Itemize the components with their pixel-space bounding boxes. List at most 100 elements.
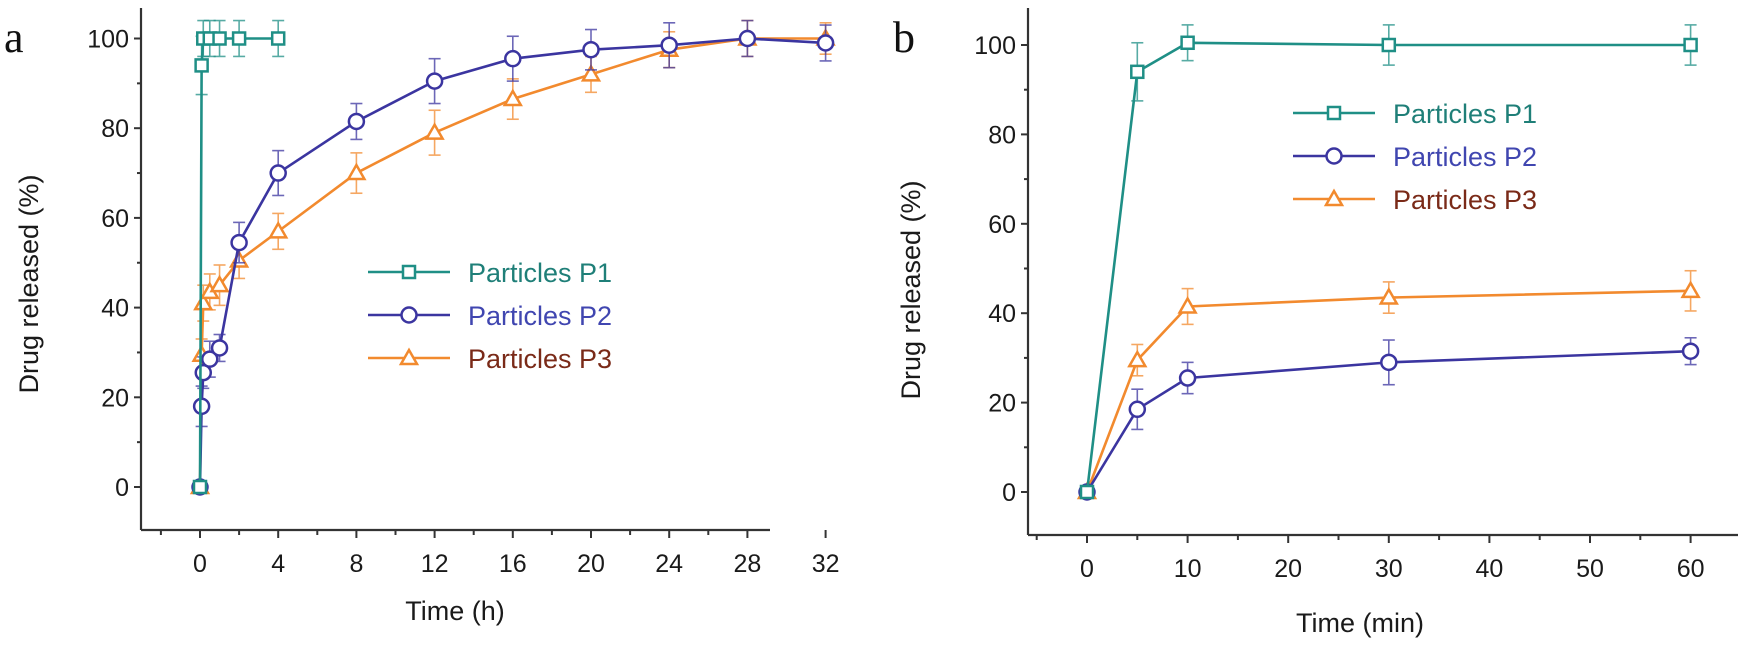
x-tick-label: 16 — [499, 550, 527, 578]
data-point — [425, 72, 444, 90]
x-tick-label: 40 — [1475, 555, 1503, 583]
x-tick-label: 0 — [1080, 555, 1094, 583]
data-point — [582, 40, 600, 59]
x-tick-label: 30 — [1375, 555, 1403, 583]
data-point — [424, 122, 445, 140]
series-particles-p3 — [1076, 269, 1701, 500]
data-point — [1079, 484, 1095, 500]
x-tick-label: 60 — [1677, 555, 1705, 583]
legend-marker — [400, 306, 418, 324]
data-point — [1683, 37, 1698, 53]
data-point — [1681, 342, 1700, 360]
y-tick-label: 60 — [988, 211, 1016, 239]
x-tick-label: 8 — [349, 550, 363, 578]
legend-label: Particles P3 — [468, 344, 612, 374]
data-point — [270, 31, 286, 46]
data-point — [230, 233, 248, 252]
series-line — [1085, 289, 1691, 493]
series-particles-p2 — [1078, 336, 1700, 501]
series-particles-p1 — [1079, 24, 1698, 500]
data-point — [580, 63, 602, 82]
chart-panel-a: a 0 20 40 60 80 100 0 4 8 12 16 20 24 28 32 Time (h) Drug… — [4, 8, 840, 626]
data-point — [1130, 64, 1145, 80]
x-tick-label: 20 — [577, 550, 605, 578]
y-axis-title: Drug released (%) — [896, 180, 926, 399]
data-point — [1177, 295, 1198, 314]
data-point — [1380, 353, 1398, 372]
series-line — [1085, 41, 1691, 493]
data-point — [1127, 349, 1148, 368]
legend: Particles P1 Particles P2 Particles P3 — [368, 258, 612, 374]
x-tick-label: 20 — [1274, 555, 1302, 583]
x-tick-label: 28 — [733, 550, 761, 578]
y-tick-label: 80 — [988, 121, 1016, 149]
data-point — [1178, 369, 1197, 387]
series-particles-p2 — [191, 19, 835, 496]
y-tick-label: 80 — [101, 115, 129, 143]
legend: Particles P1 Particles P2 Particles P3 — [1293, 99, 1537, 215]
legend-marker — [398, 347, 420, 366]
x-tick-label: 4 — [271, 550, 285, 578]
data-point — [347, 112, 366, 131]
legend-label: Particles P1 — [468, 258, 612, 288]
data-point — [210, 339, 229, 357]
legend-label: Particles P1 — [1393, 99, 1537, 129]
legend-marker — [1325, 147, 1343, 165]
y-tick-label: 100 — [87, 26, 129, 54]
x-tick-label: 12 — [421, 550, 449, 578]
data-point — [502, 88, 523, 107]
y-tick-label: 0 — [115, 474, 129, 502]
data-point — [193, 292, 214, 311]
legend-item: Particles P3 — [1293, 185, 1537, 215]
y-tick-label: 60 — [101, 205, 129, 233]
legend-item: Particles P2 — [1293, 142, 1537, 172]
legend-marker — [1323, 188, 1345, 207]
legend-marker — [401, 264, 417, 280]
x-tick-label: 0 — [193, 550, 207, 578]
x-axis-title: Time (min) — [1296, 608, 1424, 638]
data-point — [1378, 287, 1399, 305]
legend-label: Particles P2 — [1393, 142, 1537, 172]
series-particles-p1 — [192, 19, 286, 495]
y-tick-label: 0 — [1002, 479, 1016, 507]
legend-item: Particles P2 — [368, 301, 612, 331]
y-tick-label: 100 — [974, 32, 1016, 60]
data-point — [1128, 400, 1147, 419]
data-point — [192, 479, 208, 495]
panel-letter: b — [893, 13, 915, 62]
legend-item: Particles P3 — [368, 344, 612, 374]
data-point — [504, 49, 522, 68]
data-point — [209, 274, 230, 293]
y-tick-label: 20 — [101, 384, 129, 412]
data-point — [194, 58, 209, 73]
x-tick-label: 10 — [1174, 555, 1202, 583]
data-point — [212, 31, 227, 46]
y-tick-label: 40 — [101, 295, 129, 323]
panel-letter: a — [4, 13, 24, 62]
series-particles-p3 — [189, 19, 836, 495]
chart-panel-b: b 0 20 40 60 80 100 0 10 20 30 40 50 60 Time (min) Drug… — [893, 8, 1738, 638]
x-tick-label: 24 — [655, 550, 683, 578]
data-point — [816, 34, 835, 52]
data-point — [231, 31, 247, 46]
y-tick-label: 20 — [988, 390, 1016, 418]
y-axis-title: Drug released (%) — [14, 174, 44, 393]
data-point — [1680, 280, 1701, 299]
legend-item: Particles P1 — [368, 258, 612, 288]
y-tick-label: 40 — [988, 300, 1016, 328]
data-point — [660, 36, 678, 54]
data-point — [738, 29, 757, 48]
data-point — [268, 220, 289, 239]
legend-marker — [1326, 105, 1342, 121]
legend-label: Particles P2 — [468, 301, 612, 331]
x-tick-label: 50 — [1576, 555, 1604, 583]
data-point — [1180, 35, 1195, 51]
data-point — [1381, 37, 1397, 53]
data-point — [269, 164, 287, 182]
data-point — [346, 162, 367, 181]
data-point — [201, 350, 219, 368]
legend-label: Particles P3 — [1393, 185, 1537, 215]
x-axis-title: Time (h) — [405, 596, 505, 626]
legend-item: Particles P1 — [1293, 99, 1537, 129]
